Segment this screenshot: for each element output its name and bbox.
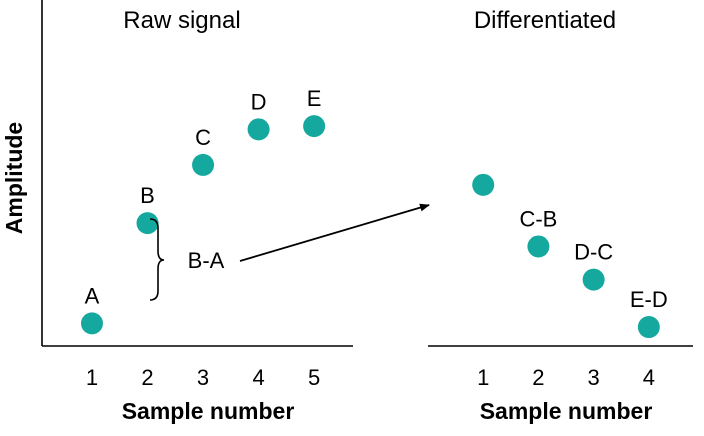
brace-label: B-A	[188, 248, 225, 273]
x-tick-label: 4	[252, 365, 264, 390]
y-axis-label: Amplitude	[1, 122, 27, 234]
difference-arrow	[239, 203, 430, 262]
data-point	[472, 173, 495, 196]
data-point	[303, 115, 326, 138]
right-tick-labels: 1 2 3 4	[477, 365, 655, 390]
right-points	[472, 173, 660, 339]
point-label: C-B	[519, 206, 557, 231]
x-tick-label: 3	[588, 365, 600, 390]
left-x-axis-label: Sample number	[122, 398, 295, 424]
data-point	[527, 235, 550, 258]
point-label: E	[307, 86, 322, 111]
raw-signal-panel: Raw signal Amplitude Sample number 1 2 3 4 5…	[1, 0, 353, 424]
data-point	[637, 316, 660, 339]
right-point-labels: C-B D-C E-D	[519, 206, 667, 312]
b-minus-a-brace	[149, 218, 165, 301]
x-tick-label: 2	[532, 365, 544, 390]
data-point	[80, 312, 103, 335]
data-point	[136, 212, 159, 235]
x-tick-label: 5	[308, 365, 320, 390]
x-tick-label: 1	[86, 365, 98, 390]
left-tick-labels: 1 2 3 4 5	[86, 365, 320, 390]
point-label: E-D	[630, 287, 668, 312]
point-label: D	[251, 89, 267, 114]
left-point-labels: A B C D E	[85, 86, 322, 308]
right-x-axis-label: Sample number	[480, 398, 653, 424]
data-point	[247, 118, 270, 141]
data-point	[582, 268, 605, 291]
point-label: D-C	[574, 240, 613, 265]
differentiated-panel: Differentiated Sample number 1 2 3 4 C-B D-C…	[428, 7, 693, 424]
data-point	[192, 153, 215, 176]
left-panel-title: Raw signal	[123, 7, 240, 34]
x-tick-label: 3	[197, 365, 209, 390]
point-label: B	[140, 183, 155, 208]
left-points	[80, 115, 326, 335]
x-tick-label: 2	[141, 365, 153, 390]
x-tick-label: 1	[477, 365, 489, 390]
point-label: A	[85, 283, 100, 308]
point-label: C	[195, 125, 211, 150]
right-panel-title: Differentiated	[474, 7, 616, 34]
x-tick-label: 4	[643, 365, 655, 390]
